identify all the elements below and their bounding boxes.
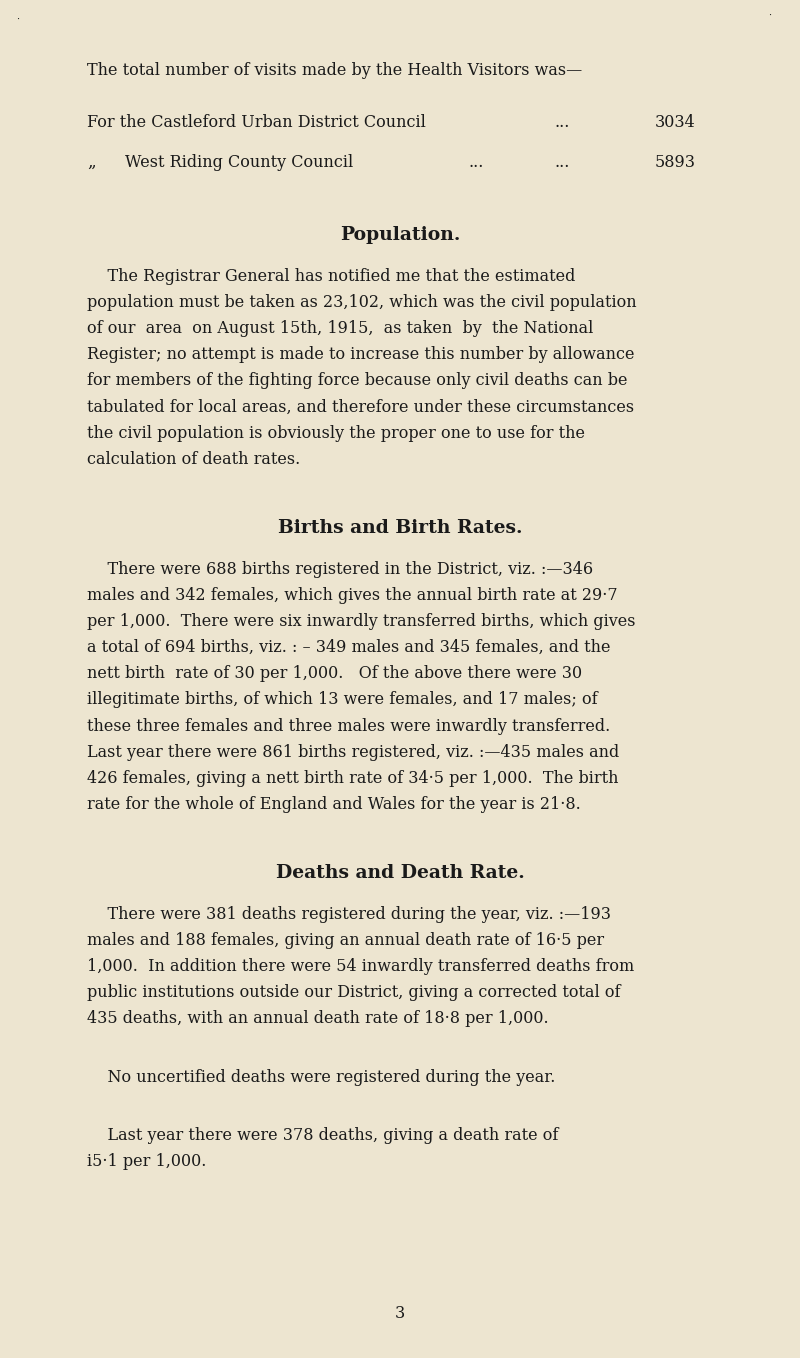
Text: The total number of visits made by the Health Visitors was—: The total number of visits made by the H… [87, 62, 582, 79]
Text: Deaths and Death Rate.: Deaths and Death Rate. [276, 864, 524, 881]
Text: There were 381 deaths registered during the year, viz. :—193: There were 381 deaths registered during … [87, 906, 611, 923]
Text: Population.: Population. [340, 225, 460, 244]
Text: Last year there were 378 deaths, giving a death rate of: Last year there were 378 deaths, giving … [87, 1127, 558, 1143]
Text: ...: ... [468, 153, 483, 171]
Text: public institutions outside our District, giving a corrected total of: public institutions outside our District… [87, 985, 621, 1001]
Text: ...: ... [555, 153, 570, 171]
Text: these three females and three males were inwardly transferred.: these three females and three males were… [87, 717, 610, 735]
Text: population must be taken as 23,102, which was the civil population: population must be taken as 23,102, whic… [87, 295, 637, 311]
Text: West Riding County Council: West Riding County Council [125, 153, 354, 171]
Text: illegitimate births, of which 13 were females, and 17 males; of: illegitimate births, of which 13 were fe… [87, 691, 598, 709]
Text: i5·1 per 1,000.: i5·1 per 1,000. [87, 1153, 206, 1169]
Text: 5893: 5893 [655, 153, 696, 171]
Text: 426 females, giving a nett birth rate of 34·5 per 1,000.  The birth: 426 females, giving a nett birth rate of… [87, 770, 618, 786]
Text: 435 deaths, with an annual death rate of 18·8 per 1,000.: 435 deaths, with an annual death rate of… [87, 1010, 549, 1028]
Text: Register; no attempt is made to increase this number by allowance: Register; no attempt is made to increase… [87, 346, 634, 364]
Text: a total of 694 births, viz. : – 349 males and 345 females, and the: a total of 694 births, viz. : – 349 male… [87, 640, 610, 656]
Text: calculation of death rates.: calculation of death rates. [87, 451, 300, 467]
Text: 3: 3 [395, 1305, 405, 1321]
Text: tabulated for local areas, and therefore under these circumstances: tabulated for local areas, and therefore… [87, 398, 634, 416]
Text: nett birth  rate of 30 per 1,000.   Of the above there were 30: nett birth rate of 30 per 1,000. Of the … [87, 665, 582, 682]
Text: Births and Birth Rates.: Births and Birth Rates. [278, 519, 522, 536]
Text: 1,000.  In addition there were 54 inwardly transferred deaths from: 1,000. In addition there were 54 inwardl… [87, 959, 634, 975]
Text: for members of the fighting force because only civil deaths can be: for members of the fighting force becaus… [87, 372, 627, 390]
Text: „: „ [87, 153, 96, 171]
Text: ·: · [768, 11, 771, 20]
Text: ·: · [16, 15, 19, 24]
Text: males and 188 females, giving an annual death rate of 16·5 per: males and 188 females, giving an annual … [87, 932, 604, 949]
Text: The Registrar General has notified me that the estimated: The Registrar General has notified me th… [87, 268, 575, 285]
Text: There were 688 births registered in the District, viz. :—346: There were 688 births registered in the … [87, 561, 593, 579]
Text: rate for the whole of England and Wales for the year is 21·8.: rate for the whole of England and Wales … [87, 796, 581, 813]
Text: Last year there were 861 births registered, viz. :—435 males and: Last year there were 861 births register… [87, 744, 619, 760]
Text: males and 342 females, which gives the annual birth rate at 29·7: males and 342 females, which gives the a… [87, 587, 618, 604]
Text: No uncertified deaths were registered during the year.: No uncertified deaths were registered du… [87, 1069, 555, 1085]
Text: For the Castleford Urban District Council: For the Castleford Urban District Counci… [87, 114, 426, 130]
Text: ...: ... [555, 114, 570, 130]
Text: the civil population is obviously the proper one to use for the: the civil population is obviously the pr… [87, 425, 585, 441]
Text: 3034: 3034 [655, 114, 696, 130]
Text: of our  area  on August 15th, 1915,  as taken  by  the National: of our area on August 15th, 1915, as tak… [87, 320, 594, 337]
Text: per 1,000.  There were six inwardly transferred births, which gives: per 1,000. There were six inwardly trans… [87, 612, 635, 630]
